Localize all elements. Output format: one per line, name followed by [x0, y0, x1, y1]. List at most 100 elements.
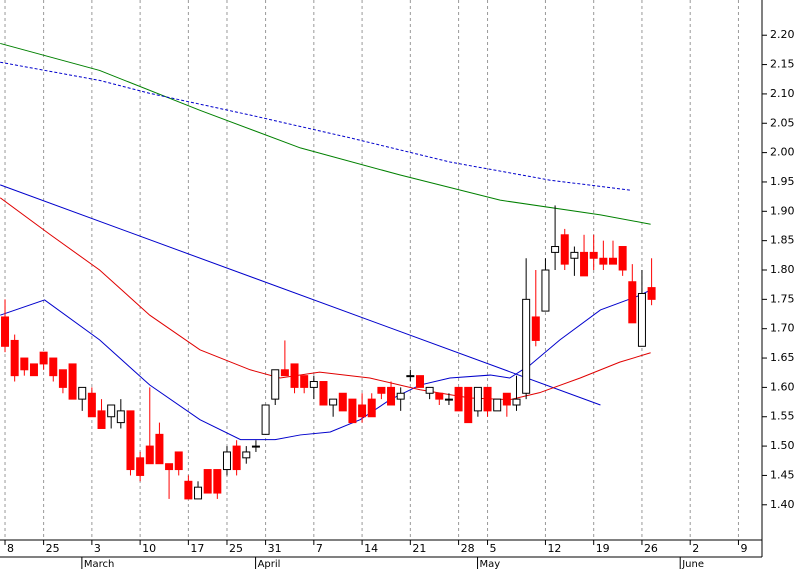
candle-body: [464, 386, 473, 424]
candle-body: [203, 469, 212, 494]
indicator-line: [0, 197, 651, 401]
x-tick-label: 21: [412, 542, 426, 555]
y-tick-label: 1.50: [770, 439, 795, 452]
x-tick-label: 14: [364, 542, 378, 555]
candle-body: [58, 369, 67, 388]
x-tick-label: 12: [547, 542, 561, 555]
candle-body: [647, 287, 656, 300]
candle-body: [454, 386, 463, 412]
y-tick-label: 2.10: [770, 87, 795, 100]
candle-body: [444, 398, 453, 401]
candle-body: [116, 410, 125, 424]
candle-body: [358, 404, 367, 418]
candle-body: [599, 257, 608, 265]
y-tick-label: 1.65: [770, 351, 795, 364]
y-tick-label: 2.20: [770, 28, 795, 41]
y-tick-label: 1.45: [770, 468, 795, 481]
y-tick-label: 1.75: [770, 292, 795, 305]
indicator-line: [0, 184, 601, 406]
x-tick-label: 25: [229, 542, 243, 555]
candle-body: [222, 451, 231, 471]
candle-body: [309, 381, 318, 388]
x-tick-label: 25: [46, 542, 60, 555]
candle-body: [1, 316, 10, 347]
candle-body: [194, 486, 203, 500]
indicator-line: [0, 61, 631, 191]
candle-body: [87, 392, 96, 418]
y-tick-label: 1.60: [770, 380, 795, 393]
x-tick-label: 9: [740, 542, 747, 555]
candle-body: [637, 292, 646, 347]
candle-body: [78, 386, 87, 400]
candle-body: [136, 457, 145, 476]
candle-body: [618, 246, 627, 271]
candle-body: [251, 445, 260, 448]
candle-body: [107, 404, 116, 418]
candle-body: [39, 351, 48, 365]
candle-body: [589, 251, 598, 259]
x-tick-label: 3: [94, 542, 101, 555]
candle-body: [580, 251, 589, 277]
candle-body: [290, 363, 299, 388]
y-tick-label: 1.85: [770, 234, 795, 247]
candle-body: [145, 445, 154, 465]
candle-body: [435, 392, 444, 400]
x-tick-label: 7: [316, 542, 323, 555]
candle-body: [329, 398, 338, 406]
candle-body: [570, 251, 579, 259]
candle-body: [396, 392, 405, 400]
candle-body: [174, 451, 183, 471]
candle-body: [338, 392, 347, 412]
candle-body: [483, 386, 492, 412]
x-tick-label: 2: [692, 542, 699, 555]
candle-body: [49, 357, 58, 377]
month-label: April: [258, 559, 281, 569]
candle-body: [300, 375, 309, 388]
indicator-line: [0, 42, 651, 225]
candle-body: [280, 369, 289, 377]
candle-body: [348, 398, 357, 424]
candle-body: [387, 386, 396, 406]
month-label: May: [480, 559, 501, 569]
x-tick-label: 19: [596, 542, 610, 555]
candle-body: [415, 375, 424, 388]
candle-body: [502, 392, 511, 406]
candle-body: [628, 281, 637, 324]
y-tick-label: 1.95: [770, 175, 795, 188]
candle-body: [29, 363, 38, 377]
y-tick-label: 1.55: [770, 410, 795, 423]
candle-body: [493, 398, 502, 412]
candle-body: [531, 316, 540, 341]
candle-body: [319, 381, 328, 406]
candle-body: [608, 257, 617, 265]
x-tick-label: 17: [190, 542, 204, 555]
candle-body: [184, 480, 193, 500]
x-tick-label: 5: [490, 542, 497, 555]
candle-body: [10, 339, 19, 377]
y-tick-label: 1.70: [770, 322, 795, 335]
month-label: March: [84, 559, 114, 569]
candle-body: [377, 386, 386, 394]
candle-body: [232, 445, 241, 471]
y-tick-label: 1.40: [770, 498, 795, 511]
y-tick-label: 2.00: [770, 146, 795, 159]
y-tick-label: 2.15: [770, 58, 795, 71]
candle-body: [97, 410, 106, 429]
candle-body: [20, 357, 29, 371]
candle-body: [560, 234, 569, 265]
candle-body: [406, 375, 415, 378]
x-tick-label: 26: [644, 542, 658, 555]
x-tick-label: 8: [7, 542, 14, 555]
month-label: June: [681, 559, 704, 569]
x-tick-label: 10: [142, 542, 156, 555]
x-tick-label: 28: [461, 542, 475, 555]
candle-body: [165, 463, 174, 471]
y-tick-label: 1.90: [770, 204, 795, 217]
candle-body: [473, 386, 482, 412]
candle-body: [242, 451, 251, 459]
candle-body: [271, 369, 280, 400]
candle-body: [213, 469, 222, 494]
candle-body: [512, 398, 521, 406]
candle-body: [68, 363, 77, 400]
